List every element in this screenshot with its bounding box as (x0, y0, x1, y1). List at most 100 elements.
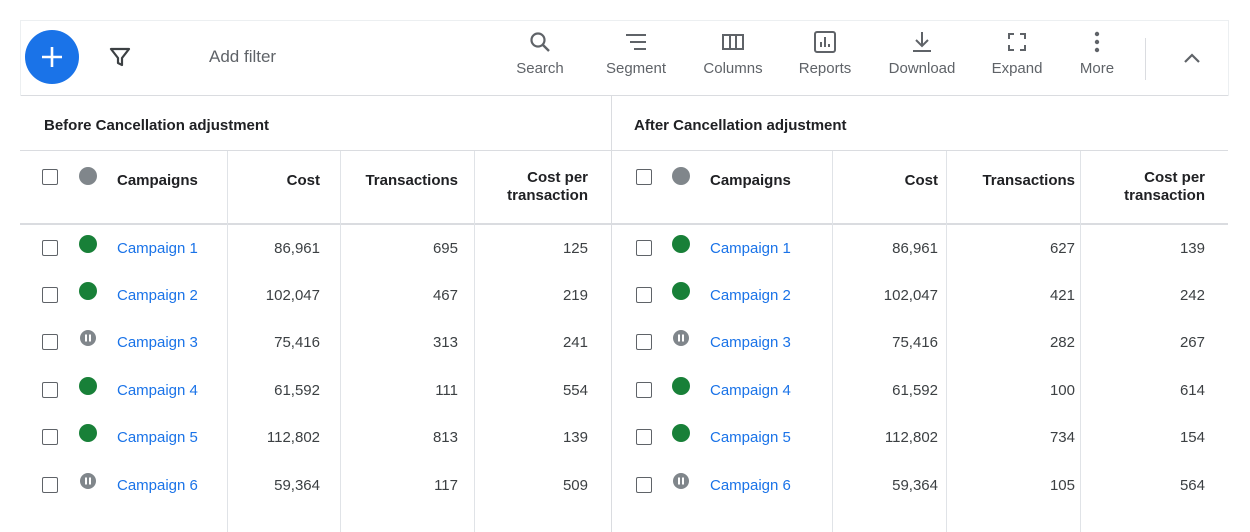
row-checkbox[interactable] (636, 334, 652, 350)
metric-cell: 139 (562, 429, 588, 446)
campaign-link[interactable]: Campaign 6 (117, 477, 198, 494)
metric-cell: 695 (432, 240, 458, 257)
metric-cell: 125 (562, 240, 588, 257)
label: Columns (703, 60, 763, 77)
row-checkbox[interactable] (42, 287, 58, 303)
toolbar-divider (1145, 38, 1146, 80)
metric-cell: 59,364 (274, 477, 320, 494)
column-header: Cost (904, 172, 938, 189)
paused-status (673, 473, 689, 489)
more-button[interactable]: More (1052, 30, 1142, 77)
metric-cell: 509 (562, 477, 588, 494)
create-button[interactable] (24, 29, 80, 85)
metric-cell: 61,592 (274, 382, 320, 399)
column-header: Transactions (365, 172, 458, 189)
row-checkbox[interactable] (42, 429, 58, 445)
status-header (79, 167, 97, 185)
metric-cell: 86,961 (274, 240, 320, 257)
row-checkbox[interactable] (42, 382, 58, 398)
download-button[interactable]: Download (877, 30, 967, 77)
reports-button[interactable]: Reports (780, 30, 870, 77)
reports-icon (814, 31, 836, 53)
paused-status (673, 330, 689, 346)
metric-cell: 554 (562, 382, 588, 399)
metric-cell: 282 (1049, 334, 1075, 351)
expand-button[interactable]: Expand (972, 30, 1062, 77)
column-header: Cost per transaction (507, 169, 588, 204)
metric-cell: 627 (1049, 240, 1075, 257)
column-header: Campaigns (117, 172, 198, 189)
segment-icon (626, 34, 646, 50)
label: Search (516, 60, 564, 77)
search-icon (530, 32, 550, 52)
toolbar-top-border (20, 20, 1228, 21)
metric-cell: 100 (1049, 382, 1075, 399)
group-title: Before Cancellation adjustment (44, 117, 270, 134)
status-header (672, 167, 690, 185)
metric-cell: 112,802 (884, 429, 938, 446)
active-status (79, 424, 97, 442)
metric-cell: 102,047 (883, 287, 938, 304)
column-header: Campaigns (710, 172, 791, 189)
more-icon (1094, 31, 1100, 53)
label: Segment (605, 60, 667, 77)
campaign-link[interactable]: Campaign 4 (117, 382, 198, 399)
metric-cell: 154 (1179, 429, 1205, 446)
row-checkbox[interactable] (636, 477, 652, 493)
header-checkbox[interactable] (636, 169, 652, 185)
label: Expand (991, 60, 1043, 77)
campaign-link[interactable]: Campaign 3 (710, 334, 791, 351)
column-border (474, 151, 475, 532)
columns-button[interactable]: Columns (688, 30, 778, 77)
active-status (79, 235, 97, 253)
campaign-link[interactable]: Campaign 5 (117, 429, 198, 446)
table-divider (611, 96, 612, 532)
paused-status (80, 473, 96, 489)
campaign-link[interactable]: Campaign 2 (117, 287, 198, 304)
toolbar-left-border (20, 20, 21, 96)
active-status (672, 235, 690, 253)
metric-cell: 75,416 (274, 334, 320, 351)
header-checkbox[interactable] (42, 169, 58, 185)
metric-cell: 614 (1179, 382, 1205, 399)
column-border (227, 151, 228, 532)
label: Download (888, 60, 956, 77)
collapse-button[interactable] (1181, 47, 1203, 69)
row-checkbox[interactable] (42, 240, 58, 256)
campaign-link[interactable]: Campaign 3 (117, 334, 198, 351)
group-header-border (20, 150, 1228, 151)
metric-cell: 102,047 (265, 287, 320, 304)
columns-icon (722, 34, 744, 50)
metric-cell: 219 (562, 287, 588, 304)
campaign-link[interactable]: Campaign 6 (710, 477, 791, 494)
search-button[interactable]: Search (495, 30, 585, 77)
campaign-link[interactable]: Campaign 1 (117, 240, 198, 257)
segment-button[interactable]: Segment (591, 30, 681, 77)
campaign-link[interactable]: Campaign 2 (710, 287, 791, 304)
active-status (79, 282, 97, 300)
add-filter[interactable]: Add filter (209, 47, 277, 66)
column-header: Cost per transaction (1124, 169, 1205, 204)
row-checkbox[interactable] (636, 287, 652, 303)
row-checkbox[interactable] (42, 334, 58, 350)
metric-cell: 105 (1049, 477, 1075, 494)
active-status (79, 377, 97, 395)
label: Reports (798, 60, 852, 77)
column-header: Cost (286, 172, 320, 189)
toolbar-bottom-border (20, 95, 1228, 96)
row-checkbox[interactable] (636, 382, 652, 398)
row-checkbox[interactable] (636, 240, 652, 256)
campaign-link[interactable]: Campaign 5 (710, 429, 791, 446)
metric-cell: 117 (434, 477, 458, 494)
row-checkbox[interactable] (42, 477, 58, 493)
campaign-link[interactable]: Campaign 4 (710, 382, 791, 399)
paused-status (80, 330, 96, 346)
metric-cell: 61,592 (892, 382, 938, 399)
campaign-link[interactable]: Campaign 1 (710, 240, 791, 257)
metric-cell: 734 (1049, 429, 1075, 446)
row-checkbox[interactable] (636, 429, 652, 445)
column-header: Transactions (982, 172, 1075, 189)
label: More (1079, 60, 1115, 77)
filter-icon[interactable] (108, 45, 132, 69)
